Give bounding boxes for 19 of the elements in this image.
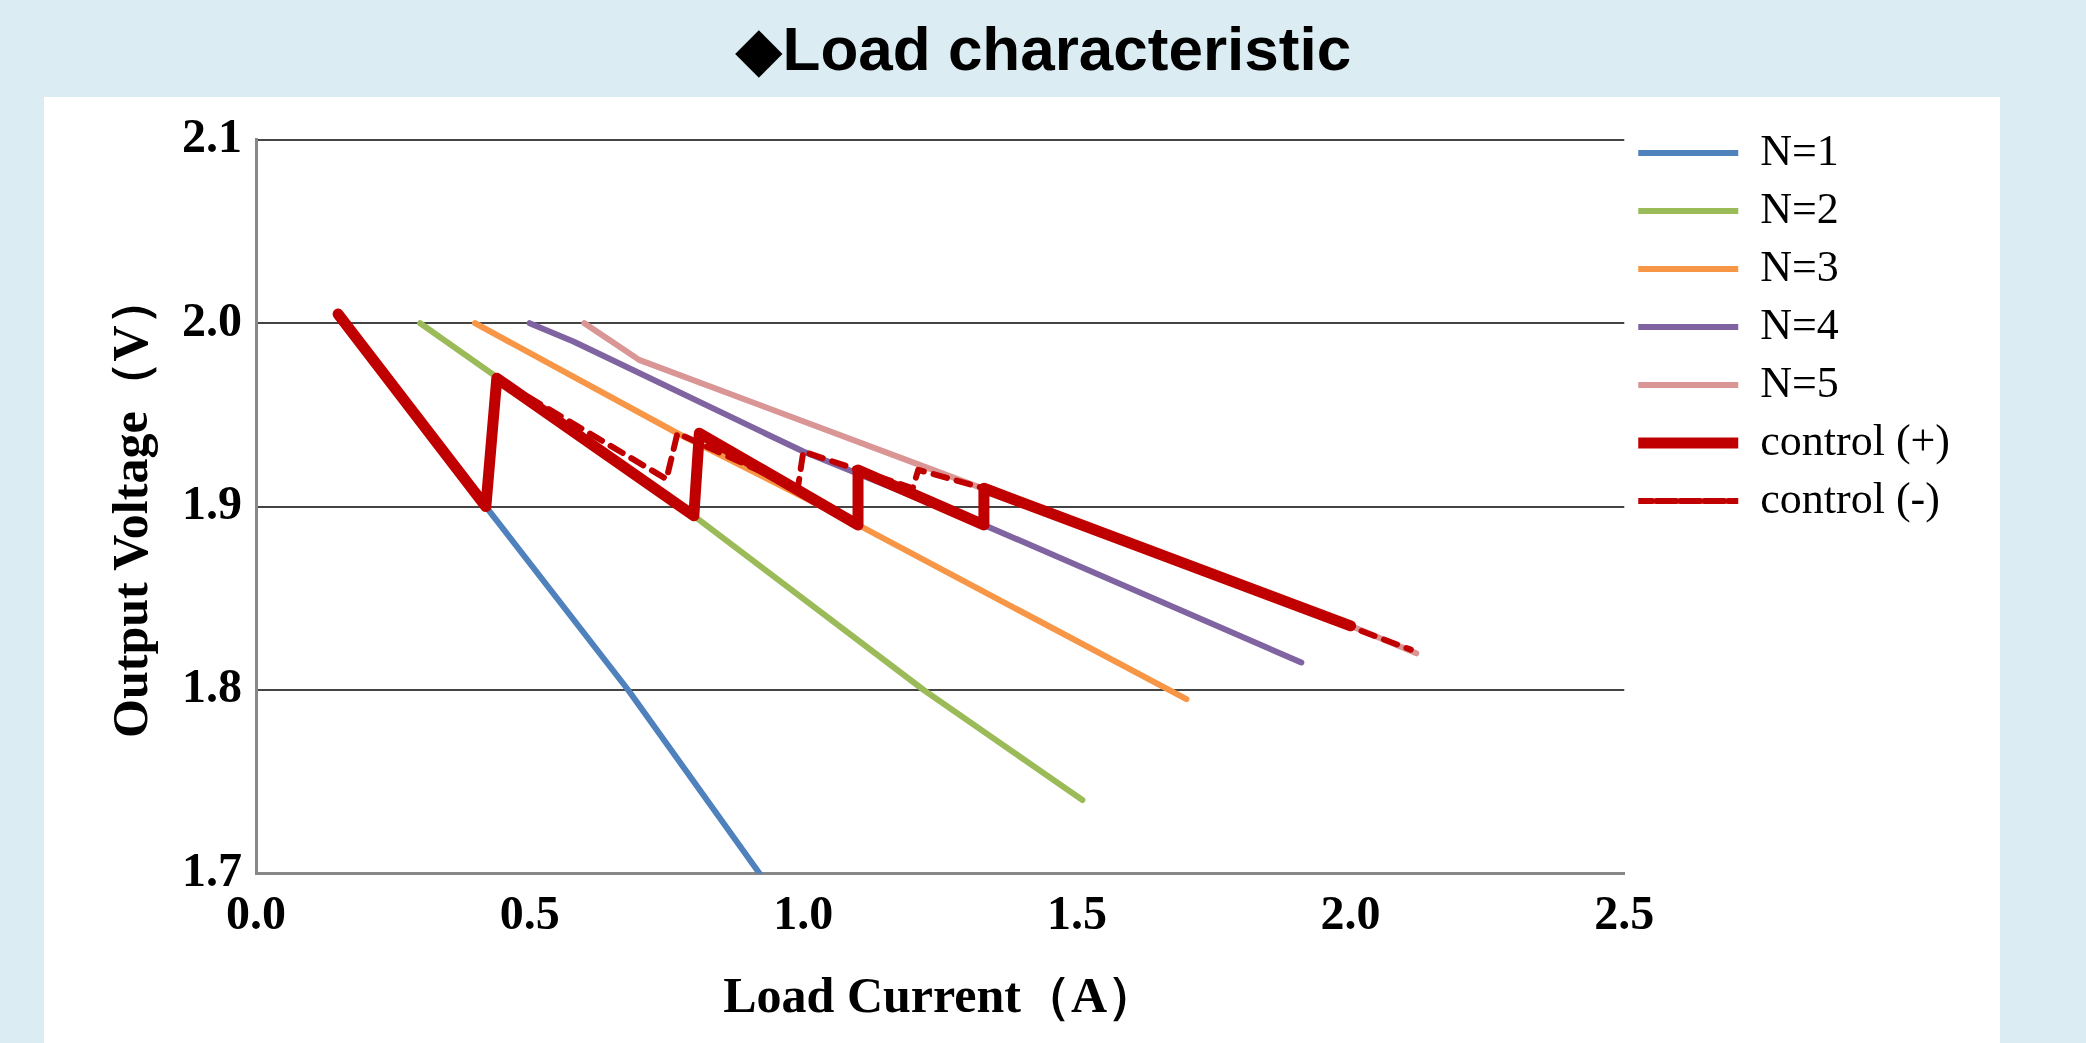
x-axis-title: Load Current（A） bbox=[723, 966, 1158, 1023]
legend-label: control (-) bbox=[1760, 473, 1940, 523]
x-tick-label: 0.5 bbox=[499, 885, 560, 939]
legend-label: N=4 bbox=[1760, 299, 1839, 349]
legend-label: control (+) bbox=[1760, 415, 1950, 465]
legend-label: N=5 bbox=[1760, 357, 1839, 407]
x-tick-label: 2.5 bbox=[1594, 885, 1655, 939]
legend-label: N=1 bbox=[1760, 125, 1839, 175]
y-tick-label: 2.0 bbox=[182, 292, 242, 346]
y-axis-title: Output Voltage（V） bbox=[101, 275, 158, 738]
y-tick-label: 2.1 bbox=[182, 109, 242, 163]
x-tick-label: 1.5 bbox=[1046, 885, 1107, 939]
y-tick-label: 1.9 bbox=[182, 476, 242, 530]
legend-label: N=3 bbox=[1760, 241, 1839, 291]
x-tick-label: 2.0 bbox=[1320, 885, 1381, 939]
legend-label: N=2 bbox=[1760, 183, 1839, 233]
chart-title: ◆Load characteristic bbox=[733, 13, 1353, 85]
y-tick-label: 1.8 bbox=[182, 659, 242, 713]
x-tick-label: 1.0 bbox=[773, 885, 834, 939]
